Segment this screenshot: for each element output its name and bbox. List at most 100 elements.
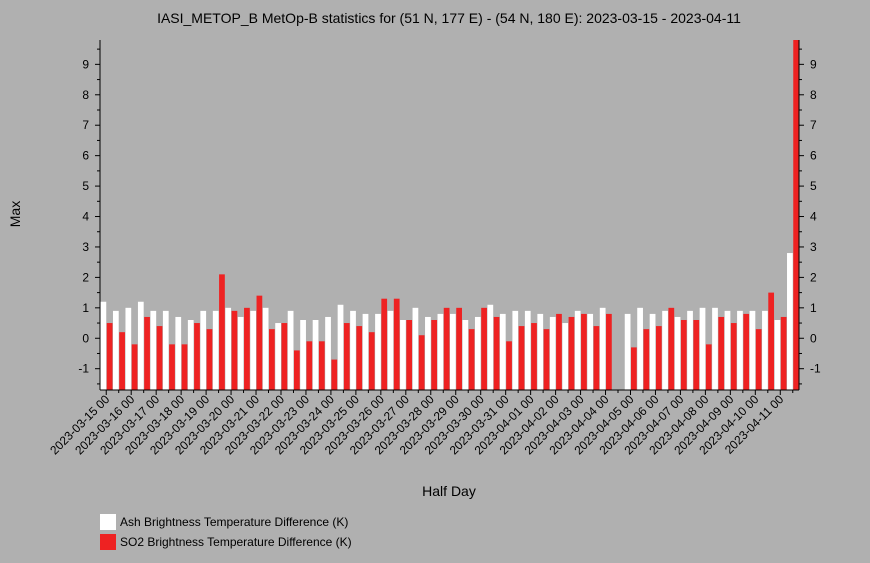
bar-so2	[518, 326, 525, 390]
bar-ash	[412, 307, 419, 390]
bar-so2	[144, 316, 150, 390]
bar-ash	[724, 310, 731, 390]
bar-so2	[668, 307, 675, 390]
legend-label-so2: SO2 Brightness Temperature Difference (K…	[120, 535, 352, 549]
y-tick-label-left: 9	[82, 57, 89, 71]
bar-so2	[693, 320, 700, 390]
bar-so2	[493, 316, 500, 390]
bar-ash	[387, 310, 394, 390]
y-tick-label-right: 0	[810, 331, 817, 345]
bar-so2	[219, 274, 225, 390]
bar-so2	[481, 307, 487, 390]
bar-ash	[687, 310, 693, 390]
legend-label-ash: Ash Brightness Temperature Difference (K…	[120, 515, 349, 529]
bar-ash	[450, 313, 456, 390]
bar-ash	[225, 307, 232, 390]
y-tick-label-right: 2	[810, 270, 817, 284]
bar-ash	[162, 310, 169, 390]
bar-so2	[206, 329, 213, 390]
bar-so2	[418, 335, 425, 390]
y-tick-label-right: 1	[810, 301, 817, 315]
bar-so2	[169, 344, 175, 390]
y-tick-label-right: 3	[810, 240, 817, 254]
bars-group	[100, 40, 799, 390]
bar-so2	[531, 323, 537, 390]
bar-ash	[699, 307, 706, 390]
bar-so2	[293, 350, 300, 390]
bar-so2	[381, 298, 388, 390]
bar-ash	[749, 310, 756, 390]
y-axis-label: Max	[7, 201, 23, 227]
bar-so2	[606, 313, 612, 390]
bar-so2	[655, 326, 662, 390]
bar-ash	[437, 313, 444, 390]
bar-ash	[524, 310, 531, 390]
bar-ash	[112, 310, 119, 390]
bar-ash	[337, 304, 344, 390]
bar-ash	[200, 310, 207, 390]
y-tick-label-left: 8	[82, 88, 89, 102]
bar-ash	[587, 313, 594, 390]
bar-ash	[237, 316, 244, 390]
legend: Ash Brightness Temperature Difference (K…	[100, 512, 352, 552]
x-axis-label: Half Day	[422, 483, 476, 499]
bar-ash	[212, 310, 219, 390]
bar-so2	[231, 310, 238, 390]
bar-ash	[187, 320, 194, 390]
bar-so2	[506, 341, 512, 390]
bar-ash	[549, 316, 556, 390]
bar-ash	[262, 307, 269, 390]
bar-so2	[768, 292, 775, 390]
y-tick-label-left: 5	[82, 179, 89, 193]
bar-ash	[125, 307, 132, 390]
bar-ash	[637, 307, 643, 390]
y-tick-label-right: 9	[810, 57, 817, 71]
bar-so2	[793, 40, 799, 390]
y-tick-label-right: 4	[810, 210, 817, 224]
bar-ash	[487, 304, 494, 390]
bar-ash	[599, 307, 606, 390]
bar-ash	[400, 320, 406, 390]
legend-swatch-so2	[100, 534, 116, 550]
bar-so2	[581, 313, 587, 390]
bar-ash	[649, 313, 656, 390]
y-tick-label-right: 8	[810, 88, 817, 102]
bar-so2	[468, 329, 475, 390]
y-tick-label-right: -1	[810, 362, 821, 376]
bar-so2	[780, 316, 787, 390]
bar-ash	[100, 301, 107, 390]
bar-so2	[643, 329, 650, 390]
legend-item-so2: SO2 Brightness Temperature Difference (K…	[100, 532, 352, 552]
y-tick-label-left: 3	[82, 240, 89, 254]
bar-ash	[350, 310, 356, 390]
bar-ash	[287, 310, 294, 390]
bar-so2	[256, 295, 263, 390]
bar-ash	[150, 310, 157, 390]
bar-so2	[393, 298, 400, 390]
bar-so2	[131, 344, 138, 390]
y-tick-label-left: 6	[82, 149, 89, 163]
bar-ash	[462, 320, 469, 390]
bar-so2	[431, 320, 438, 390]
bar-ash	[787, 253, 793, 390]
chart-title: IASI_METOP_B MetOp-B statistics for (51 …	[157, 10, 741, 26]
bar-ash	[474, 316, 481, 390]
bar-ash	[362, 313, 369, 390]
bar-ash	[537, 313, 544, 390]
bar-so2	[680, 320, 687, 390]
bar-so2	[269, 329, 275, 390]
bar-so2	[194, 323, 200, 390]
bar-ash	[662, 310, 668, 390]
bar-ash	[574, 310, 581, 390]
legend-swatch-ash	[100, 514, 116, 530]
bar-so2	[406, 320, 413, 390]
bar-so2	[106, 323, 113, 390]
bar-ash	[137, 301, 144, 390]
y-tick-label-right: 7	[810, 118, 817, 132]
bar-ash	[774, 320, 781, 390]
y-tick-label-left: 1	[82, 301, 89, 315]
bar-so2	[119, 332, 125, 390]
bar-so2	[543, 329, 550, 390]
bar-so2	[306, 341, 313, 390]
